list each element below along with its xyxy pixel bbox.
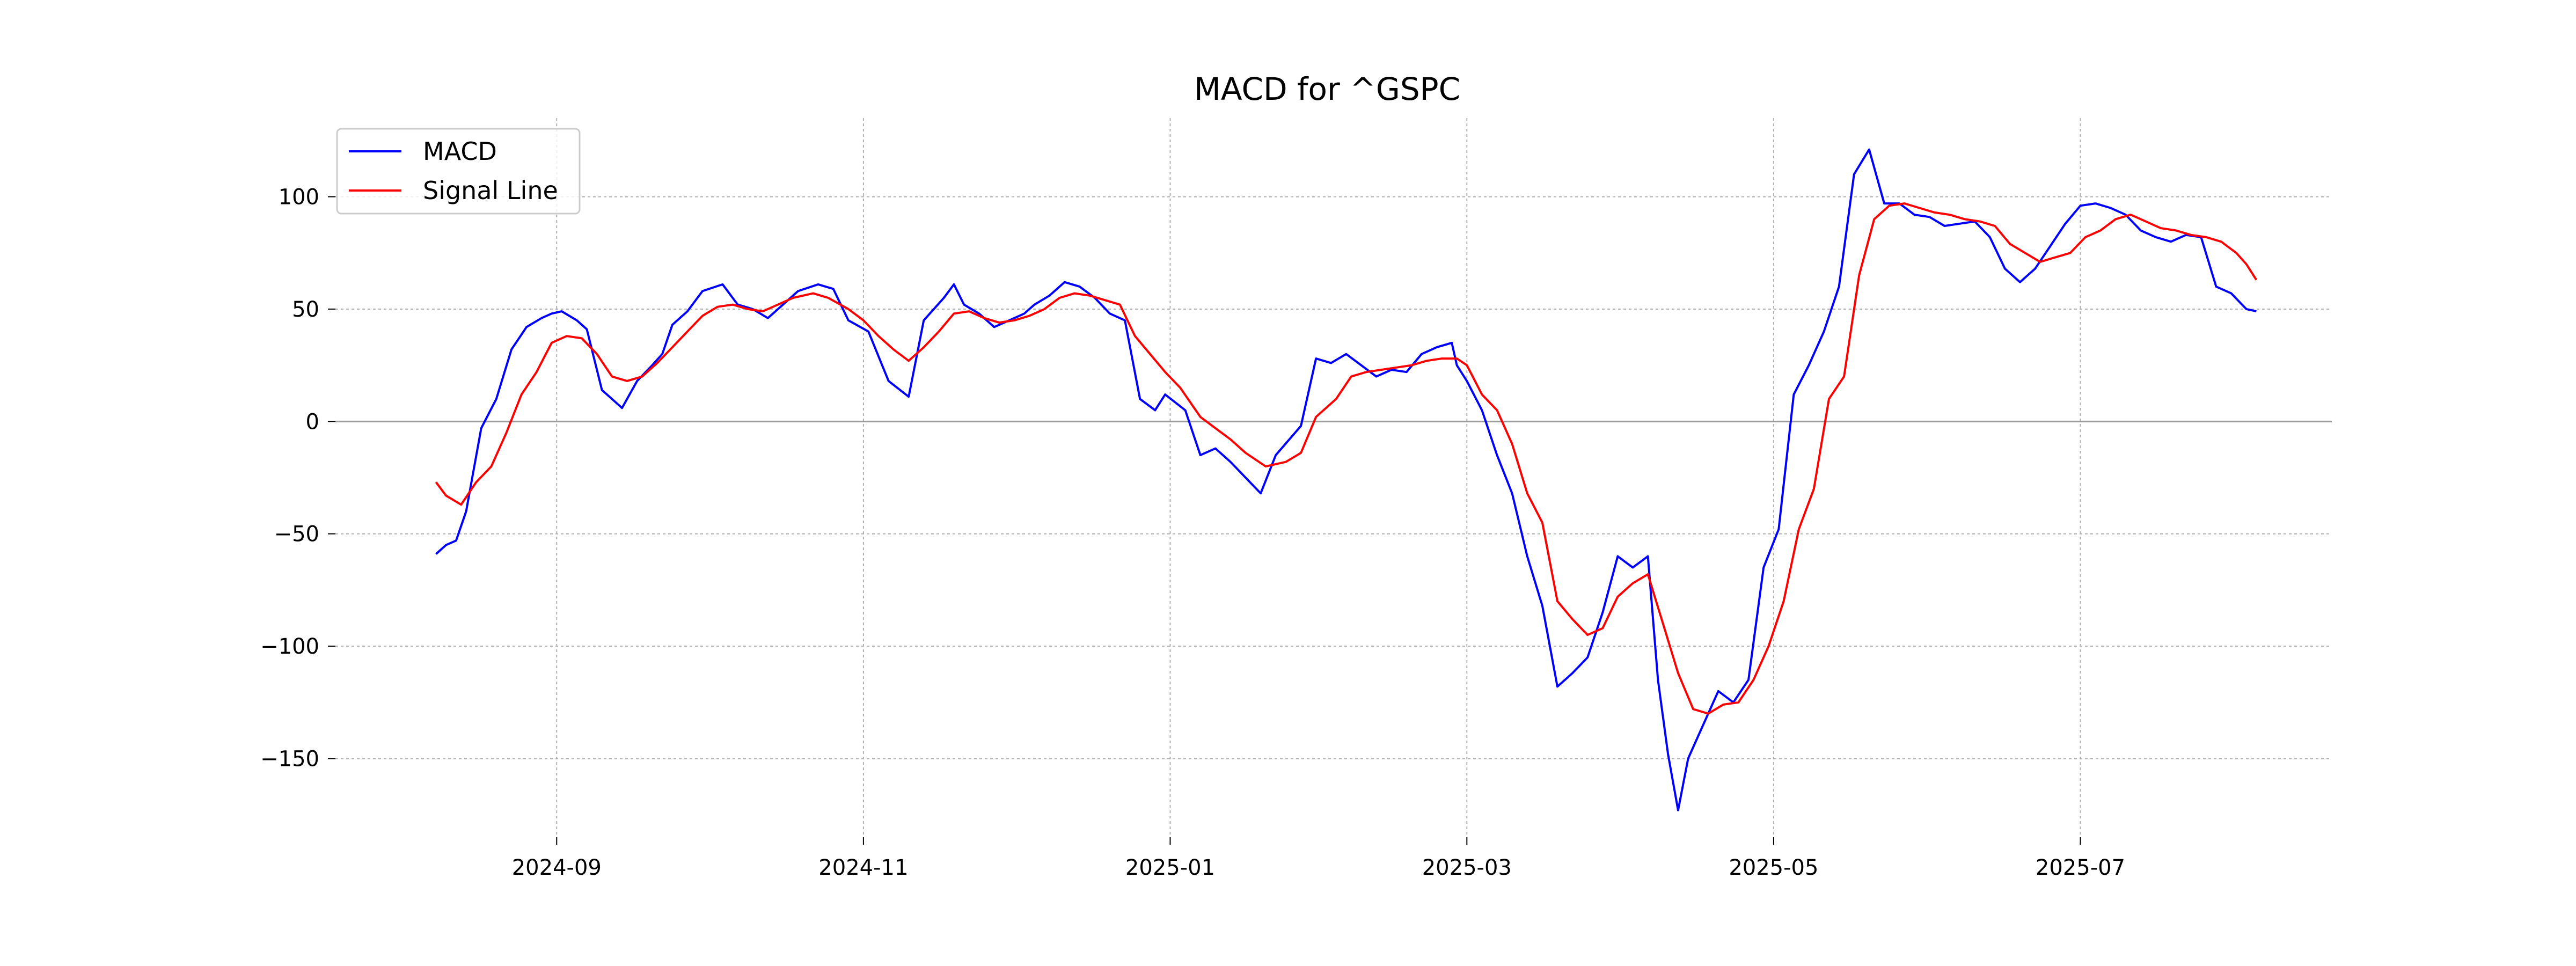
legend-label-signal-line: Signal Line: [423, 176, 558, 205]
y-tick-label: −100: [260, 634, 319, 659]
x-tick-label: 2025-05: [1729, 855, 1818, 880]
legend-box: [336, 128, 581, 215]
legend-label-macd: MACD: [423, 137, 497, 166]
x-tick-label: 2025-03: [1422, 855, 1512, 880]
series-line-signal-line: [435, 202, 2258, 715]
x-tick-label: 2025-07: [2036, 855, 2125, 880]
y-tick-label: −150: [260, 747, 319, 771]
series-line-macd: [435, 148, 2257, 811]
y-axis-ticks: 100 50 0 −50 −100 −150: [260, 185, 335, 771]
chart-title: MACD for ^GSPC: [1194, 71, 1460, 107]
legend: MACD Signal Line: [336, 128, 581, 215]
series-lines: [435, 148, 2258, 811]
x-tick-label: 2024-11: [818, 855, 908, 880]
y-tick-label: 50: [292, 297, 319, 322]
y-tick-label: −50: [274, 522, 319, 547]
x-tick-label: 2025-01: [1125, 855, 1215, 880]
x-tick-label: 2024-09: [512, 855, 602, 880]
y-tick-label: 0: [306, 409, 319, 434]
y-tick-label: 100: [279, 185, 319, 210]
x-axis-ticks: 2024-09 2024-11 2025-01 2025-03 2025-05 2025-…: [512, 837, 2125, 880]
grid-lines: [335, 118, 2332, 837]
